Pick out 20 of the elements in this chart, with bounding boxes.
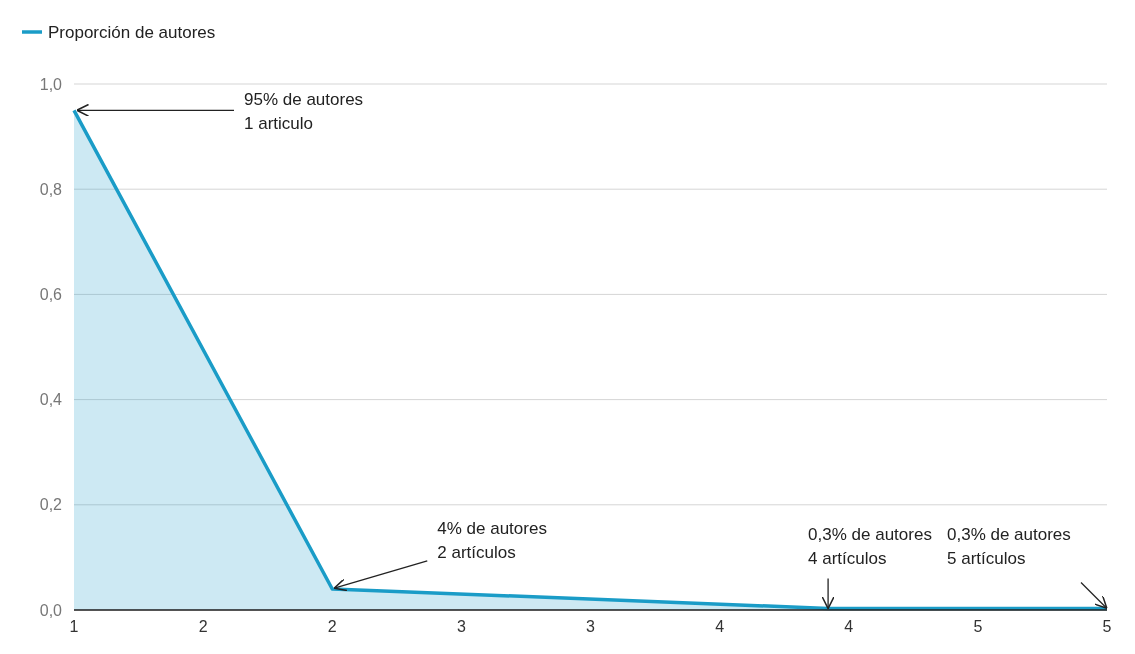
annotation: 4% de autores 2 artículos xyxy=(437,518,547,562)
y-tick-label: 0,0 xyxy=(39,601,63,619)
x-tick-label: 5 xyxy=(973,618,983,635)
y-tick-label: 0,8 xyxy=(39,180,63,198)
x-tick-label: 3 xyxy=(586,618,596,635)
x-tick-label: 4 xyxy=(715,618,725,635)
x-tick-label: 4 xyxy=(844,618,854,635)
x-tick-label: 2 xyxy=(327,618,337,635)
x-tick-label: 2 xyxy=(198,618,208,635)
annotation: 0,3% de autores 5 artículos xyxy=(947,525,1071,569)
x-tick-label: 5 xyxy=(1102,618,1112,635)
legend-label: Proporción de autores xyxy=(48,22,216,42)
annotation: 0,3% de autores 4 artículos xyxy=(808,525,932,569)
y-tick-label: 0,6 xyxy=(39,286,63,303)
x-tick-label: 3 xyxy=(456,618,466,635)
x-tick-label: 1 xyxy=(69,618,79,635)
y-tick-label: 1,0 xyxy=(39,75,63,93)
annotation: 95% de autores 1 articulo xyxy=(244,90,364,134)
y-tick-label: 0,2 xyxy=(39,496,63,514)
y-tick-label: 0,4 xyxy=(39,391,63,409)
